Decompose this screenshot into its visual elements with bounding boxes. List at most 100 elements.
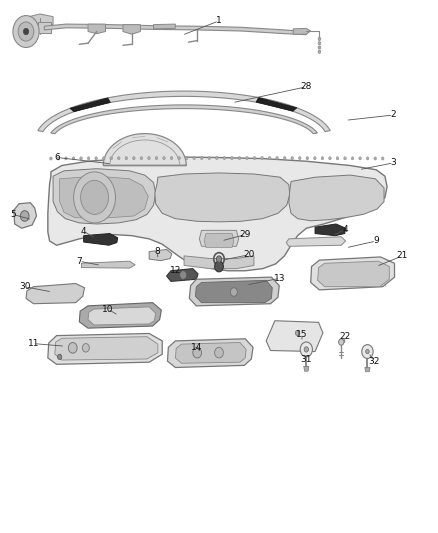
Polygon shape xyxy=(304,367,309,371)
Circle shape xyxy=(208,157,211,160)
Polygon shape xyxy=(88,24,106,34)
Circle shape xyxy=(215,348,223,358)
Circle shape xyxy=(344,157,346,160)
Circle shape xyxy=(374,157,377,160)
Polygon shape xyxy=(293,28,311,34)
Circle shape xyxy=(230,157,233,160)
Text: 5: 5 xyxy=(10,210,16,219)
Polygon shape xyxy=(103,134,186,165)
Polygon shape xyxy=(365,368,370,372)
Circle shape xyxy=(366,157,369,160)
Polygon shape xyxy=(166,269,198,281)
Text: 32: 32 xyxy=(368,357,380,366)
Circle shape xyxy=(193,157,195,160)
Text: 14: 14 xyxy=(191,343,202,352)
Circle shape xyxy=(230,288,237,296)
Polygon shape xyxy=(199,230,239,246)
Circle shape xyxy=(300,342,312,357)
Text: 12: 12 xyxy=(170,266,181,275)
Circle shape xyxy=(80,157,82,160)
Polygon shape xyxy=(44,24,306,35)
Circle shape xyxy=(170,157,173,160)
Text: 15: 15 xyxy=(296,330,308,339)
Text: 6: 6 xyxy=(55,153,60,162)
Text: 20: 20 xyxy=(243,251,254,260)
Circle shape xyxy=(216,256,222,262)
Circle shape xyxy=(295,330,300,336)
Circle shape xyxy=(102,157,105,160)
Circle shape xyxy=(362,345,373,359)
Polygon shape xyxy=(48,157,387,271)
Circle shape xyxy=(306,157,309,160)
Polygon shape xyxy=(149,249,172,261)
Circle shape xyxy=(20,211,29,221)
Polygon shape xyxy=(51,105,318,134)
Circle shape xyxy=(57,354,62,360)
Circle shape xyxy=(215,157,218,160)
Circle shape xyxy=(74,172,116,223)
Polygon shape xyxy=(289,175,384,221)
Polygon shape xyxy=(81,261,135,268)
Circle shape xyxy=(87,157,90,160)
Polygon shape xyxy=(286,237,346,246)
Polygon shape xyxy=(155,173,290,222)
Circle shape xyxy=(155,157,158,160)
Text: 9: 9 xyxy=(373,237,379,246)
Circle shape xyxy=(351,157,354,160)
Text: 1: 1 xyxy=(216,17,222,26)
Circle shape xyxy=(185,157,188,160)
Circle shape xyxy=(321,157,324,160)
Text: 7: 7 xyxy=(76,257,82,265)
Polygon shape xyxy=(175,343,246,364)
Circle shape xyxy=(65,157,67,160)
Circle shape xyxy=(95,157,98,160)
Polygon shape xyxy=(84,233,118,245)
Circle shape xyxy=(125,157,127,160)
Circle shape xyxy=(314,157,316,160)
Circle shape xyxy=(246,157,248,160)
Polygon shape xyxy=(18,14,53,27)
Polygon shape xyxy=(195,280,272,303)
Circle shape xyxy=(268,157,271,160)
Circle shape xyxy=(291,157,293,160)
Circle shape xyxy=(18,22,34,41)
Circle shape xyxy=(162,157,165,160)
Circle shape xyxy=(110,157,113,160)
Circle shape xyxy=(339,339,344,345)
Polygon shape xyxy=(189,277,279,306)
Polygon shape xyxy=(266,321,323,352)
Polygon shape xyxy=(48,334,162,365)
Polygon shape xyxy=(79,303,161,328)
Text: 8: 8 xyxy=(154,247,160,256)
Circle shape xyxy=(133,157,135,160)
Circle shape xyxy=(223,157,226,160)
Text: 30: 30 xyxy=(19,282,31,291)
Circle shape xyxy=(381,157,384,160)
Circle shape xyxy=(238,157,241,160)
Text: 10: 10 xyxy=(102,304,113,313)
Circle shape xyxy=(261,157,263,160)
Text: 4: 4 xyxy=(343,225,349,234)
Text: 29: 29 xyxy=(240,230,251,239)
Circle shape xyxy=(328,157,331,160)
Circle shape xyxy=(117,157,120,160)
Polygon shape xyxy=(167,339,253,368)
Polygon shape xyxy=(256,98,297,111)
Text: 4: 4 xyxy=(81,227,86,236)
Circle shape xyxy=(49,157,52,160)
Text: 22: 22 xyxy=(339,332,350,341)
Polygon shape xyxy=(204,233,234,247)
Polygon shape xyxy=(184,256,254,269)
Circle shape xyxy=(283,157,286,160)
Polygon shape xyxy=(55,337,158,360)
Circle shape xyxy=(81,180,109,214)
Circle shape xyxy=(359,157,361,160)
Polygon shape xyxy=(88,307,155,325)
Circle shape xyxy=(23,28,28,35)
Circle shape xyxy=(318,46,321,49)
Circle shape xyxy=(68,343,77,353)
Polygon shape xyxy=(153,24,175,29)
Circle shape xyxy=(318,37,321,41)
Polygon shape xyxy=(311,257,395,290)
Circle shape xyxy=(318,42,321,45)
